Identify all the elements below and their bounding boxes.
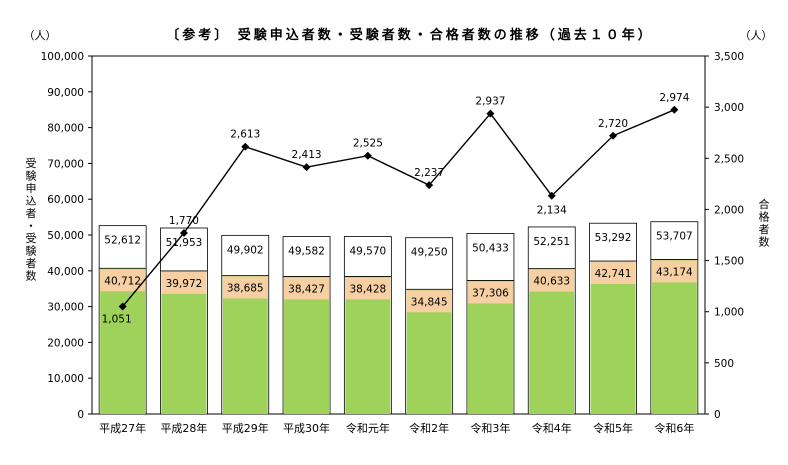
left-tick-label: 70,000 (47, 158, 84, 170)
x-tick-label: 令和2年 (409, 421, 449, 435)
right-axis-title: 合格者数 (759, 197, 770, 249)
examinees-value-label: 42,741 (595, 268, 632, 280)
applicants-value-label: 49,582 (288, 245, 325, 257)
applicants-value-label: 53,707 (656, 231, 693, 243)
applicants-value-label: 52,251 (533, 236, 570, 248)
examinees-value-label: 37,306 (472, 287, 509, 299)
examinees-label-band (529, 269, 575, 292)
pass-point (302, 163, 311, 172)
examinees-label-band (100, 269, 146, 292)
pass-point (179, 228, 188, 237)
right-tick-label: 3,000 (714, 102, 744, 114)
examinees-label-band (284, 277, 330, 300)
right-tick-label: 2,500 (714, 153, 744, 165)
left-tick-label: 80,000 (47, 123, 84, 135)
pass-point (241, 142, 250, 151)
x-tick-label: 令和元年 (346, 421, 390, 435)
x-tick-label: 令和5年 (593, 421, 633, 435)
applicants-value-label: 53,292 (595, 232, 632, 244)
pass-point (486, 109, 495, 118)
pass-value-label: 2,134 (537, 205, 567, 217)
x-tick-label: 平成30年 (283, 421, 330, 435)
chart-title: 〔参考〕 受験申込者数・受験者数・合格者数の推移（過去１０年） (166, 27, 654, 43)
pass-value-label: 2,413 (292, 149, 322, 161)
pass-value-label: 2,525 (353, 138, 383, 150)
examinees-label-band (222, 276, 268, 299)
axes: 0 10,000 20,000 30,000 40,000 50,000 60,000 70,… (41, 51, 744, 435)
left-tick-label: 60,000 (47, 194, 84, 206)
examinees-value-label: 39,972 (166, 278, 203, 290)
left-tick-label: 0 (77, 409, 84, 421)
left-tick-label: 100,000 (41, 51, 84, 63)
pass-value-label: 1,051 (102, 313, 132, 325)
applicants-value-label: 49,902 (227, 244, 264, 256)
x-tick-label: 平成28年 (160, 421, 207, 435)
examinees-bar (222, 275, 268, 414)
left-axis-unit: （人） (24, 29, 57, 42)
x-tick-label: 令和6年 (654, 421, 694, 435)
examinees-label-band (345, 277, 391, 300)
applicants-value-label: 49,250 (411, 247, 448, 259)
left-axis-title-text: 受験申込者・受験者数 (26, 157, 37, 283)
applicants-value-label: 51,953 (166, 237, 203, 249)
x-tick-label: 令和3年 (470, 421, 510, 435)
examinees-value-label: 38,427 (288, 283, 325, 295)
right-tick-label: 0 (714, 409, 721, 421)
right-tick-label: 3,500 (714, 51, 744, 63)
left-tick-label: 20,000 (47, 337, 84, 349)
pass-value-label: 2,237 (414, 167, 444, 179)
pass-value-label: 2,937 (475, 96, 505, 108)
pass-line-path (122, 109, 675, 307)
examinees-value-label: 38,428 (349, 283, 386, 295)
pass-line: 1,051 1,770 2,613 2,413 2,525 2,237 2,937 2,134… (102, 92, 690, 326)
x-tick-label: 平成27年 (99, 421, 146, 435)
bars: 40,712 52,612 39,972 51,953 38,685 49,902 38,4… (98, 221, 699, 415)
x-tick-label: 平成29年 (222, 421, 269, 435)
examinees-bar (529, 268, 575, 414)
right-tick-label: 1,000 (714, 307, 744, 319)
pass-point (118, 302, 127, 311)
pass-value-label: 2,974 (659, 92, 689, 104)
left-tick-label: 10,000 (47, 373, 84, 385)
right-tick-label: 1,500 (714, 256, 744, 268)
pass-value-label: 2,720 (598, 118, 628, 130)
examinees-bar (590, 260, 636, 414)
left-tick-label: 50,000 (47, 230, 84, 242)
left-tick-label: 40,000 (47, 266, 84, 278)
pass-point (547, 191, 556, 200)
left-axis-title: 受験申込者・受験者数 (26, 157, 37, 283)
pass-value-label: 1,770 (169, 215, 199, 227)
pass-point (425, 181, 434, 190)
examinees-bar (651, 259, 697, 414)
right-tick-label: 2,000 (714, 204, 744, 216)
right-tick-label: 500 (714, 358, 734, 370)
examinees-value-label: 43,174 (656, 266, 693, 278)
examinees-value-label: 38,685 (227, 283, 264, 295)
examinees-value-label: 40,712 (104, 275, 141, 287)
examinees-label-band (161, 271, 207, 294)
pass-point (609, 131, 618, 140)
examinees-label-band (467, 281, 513, 304)
applicants-value-label: 49,570 (349, 246, 386, 258)
examinees-bar (100, 268, 146, 414)
examinees-label-band (590, 261, 636, 284)
right-axis-title-text: 合格者数 (759, 197, 770, 249)
pass-point (363, 151, 372, 160)
right-axis-unit: （人） (740, 29, 773, 42)
examinees-label-band (651, 260, 697, 283)
pass-value-label: 2,613 (230, 129, 260, 141)
applicants-value-label: 52,612 (104, 235, 141, 247)
x-tick-label: 令和4年 (532, 421, 572, 435)
examinees-bar (161, 270, 207, 414)
examinees-value-label: 40,633 (533, 276, 570, 288)
left-tick-label: 30,000 (47, 302, 84, 314)
applicants-value-label: 50,433 (472, 242, 509, 254)
examinees-value-label: 34,845 (411, 296, 448, 308)
examinees-label-band (406, 290, 452, 313)
pass-point (670, 105, 679, 114)
left-tick-label: 90,000 (47, 87, 84, 99)
